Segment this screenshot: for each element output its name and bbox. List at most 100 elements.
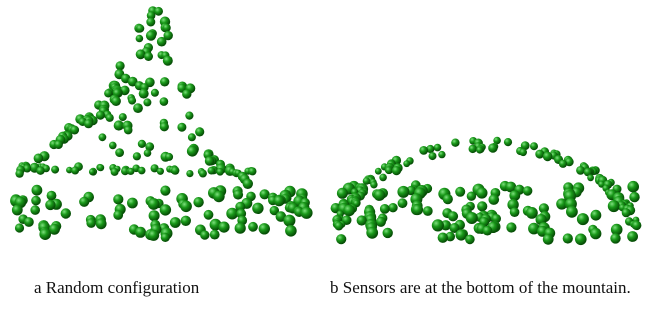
sensor-node (105, 113, 114, 122)
sensor-node (627, 180, 639, 193)
sensor-node (109, 141, 117, 150)
sensor-node (193, 197, 204, 208)
sensor-node (379, 173, 387, 182)
sensor-node (491, 214, 501, 224)
sensor-node (590, 209, 602, 221)
sensor-node (455, 229, 467, 241)
sensor-node (426, 144, 435, 154)
sensor-node (343, 204, 356, 217)
sensor-node (159, 122, 169, 132)
sensor-node (438, 150, 446, 159)
sensor-node (146, 11, 156, 20)
sensor-node (88, 168, 96, 176)
sensor-node (128, 96, 137, 105)
sensor-node (216, 168, 224, 176)
sensor-node (590, 227, 602, 240)
sensor-node (576, 166, 585, 175)
sensor-node (509, 207, 520, 217)
sensor-node (433, 143, 442, 152)
sensor-node (269, 205, 279, 216)
sensor-node (150, 88, 159, 97)
sensor-node (542, 151, 553, 162)
sensor-node (145, 30, 157, 41)
sensor-node (148, 210, 160, 222)
sensor-node (442, 194, 453, 205)
sensor-node (66, 166, 73, 174)
sensor-node (31, 184, 43, 196)
sensor-node (285, 225, 297, 237)
sensor-node (203, 209, 214, 220)
sensor-node (123, 125, 133, 135)
sensor-node (629, 191, 640, 203)
sensor-node (397, 198, 408, 209)
sensor-node (145, 142, 155, 152)
sensor-node (583, 167, 593, 177)
sensor-node (115, 148, 124, 158)
sensor-node (209, 229, 220, 240)
sensor-node (482, 225, 493, 236)
sensor-node (455, 186, 466, 197)
sensor-node (31, 195, 41, 206)
sensor-node (113, 194, 124, 205)
sensor-node (451, 138, 460, 147)
sensor-node (137, 139, 146, 148)
sensor-node (234, 222, 246, 234)
sensor-node (160, 232, 170, 242)
sensor-node (15, 169, 24, 178)
caption-a: a Random configuration (34, 278, 200, 297)
sensor-node (86, 218, 96, 228)
figure-sensor-plots (10, 6, 642, 246)
sensor-node (115, 61, 125, 71)
sensor-node (397, 185, 410, 198)
sensor-node (506, 222, 517, 233)
sensor-node (488, 143, 498, 153)
sensor-node (564, 157, 574, 167)
sensor-node (135, 226, 146, 238)
sensor-node (226, 207, 239, 220)
sensor-node (233, 189, 244, 200)
sensor-node (576, 213, 589, 226)
sensor-node (144, 52, 153, 61)
sensor-node (177, 122, 187, 132)
sensor-node (627, 231, 638, 242)
sensor-node (185, 111, 194, 120)
sensor-node (137, 166, 146, 175)
sensor-node (121, 167, 130, 176)
sensor-node (535, 149, 545, 159)
sensor-node (98, 133, 107, 142)
sensor-node (14, 223, 25, 233)
sensor-node (113, 120, 124, 131)
sensor-node (610, 233, 621, 244)
sensor-node (330, 203, 341, 214)
caption-b: b Sensors are at the bottom of the mount… (330, 278, 631, 297)
sensor-node (39, 228, 51, 240)
sensor-node (79, 196, 90, 207)
sensor-node (70, 125, 80, 135)
sensor-node (621, 208, 631, 218)
sensor-node (150, 164, 159, 173)
sensor-node (437, 232, 448, 243)
sensor-node (503, 138, 513, 147)
sensor-node (207, 166, 216, 175)
sensor-node (526, 207, 538, 219)
sensor-node (370, 181, 378, 189)
sensor-node (195, 127, 205, 137)
sensor-node (186, 170, 194, 178)
sensor-node (135, 34, 144, 43)
sensor-node (248, 167, 257, 176)
sensor-node (403, 160, 411, 168)
sensor-node (610, 223, 623, 236)
sensor-node (160, 77, 170, 87)
sensor-node (476, 146, 484, 154)
sensor-node (163, 30, 173, 41)
sensor-node (171, 166, 180, 175)
sensor-node (519, 148, 527, 157)
sensor-node (476, 187, 488, 199)
sensor-node (165, 152, 174, 161)
sensor-node (186, 145, 198, 157)
sensor-node (259, 189, 270, 200)
sensor-node (23, 164, 32, 173)
sensor-node (213, 190, 225, 203)
sensor-node (493, 136, 501, 145)
sensor-node (477, 201, 488, 212)
